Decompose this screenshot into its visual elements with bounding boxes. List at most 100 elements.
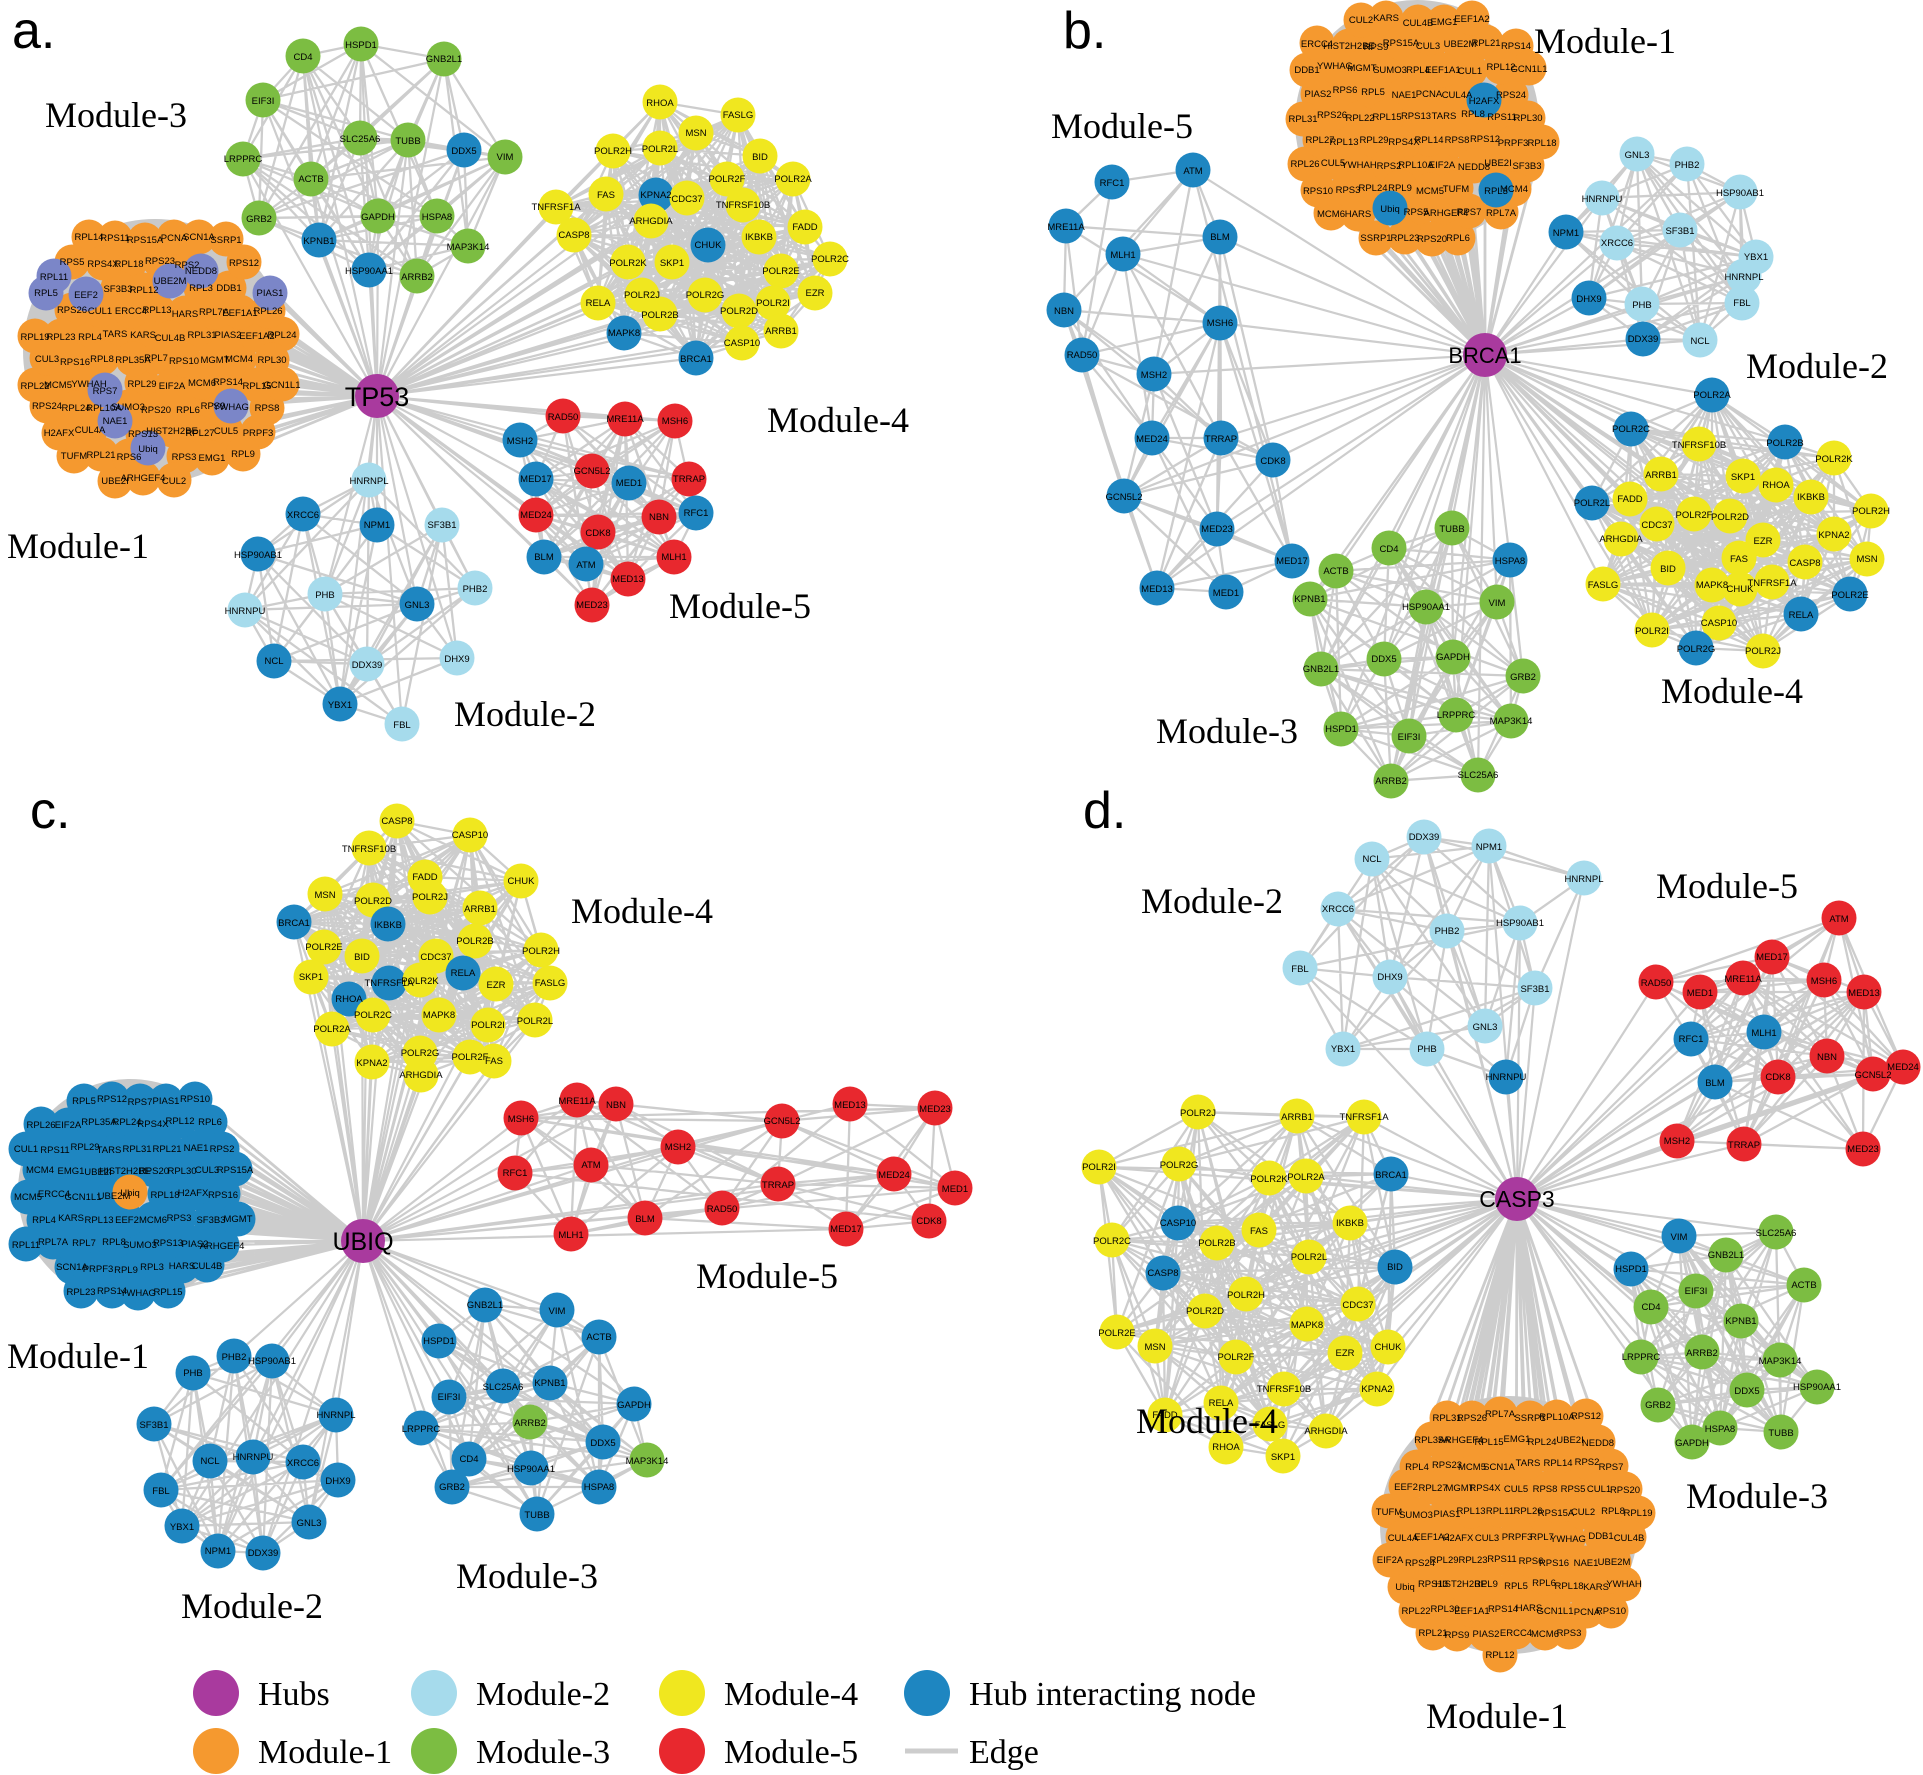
svg-text:DHX9: DHX9 [444,654,469,665]
svg-text:Ubiq: Ubiq [120,1188,140,1199]
svg-text:RPS9: RPS9 [1364,42,1389,53]
svg-text:HNRNPU: HNRNPU [233,1452,274,1463]
svg-text:MCM5: MCM5 [1458,1462,1486,1473]
svg-text:XRCC6: XRCC6 [287,1458,319,1469]
svg-text:MED24: MED24 [520,510,552,521]
svg-text:RPL18: RPL18 [1527,138,1556,149]
svg-text:CUL3: CUL3 [1416,41,1440,52]
svg-text:POLR2L: POLR2L [642,144,678,155]
svg-text:CHUK: CHUK [1375,1342,1403,1353]
svg-text:CASP8: CASP8 [558,230,589,241]
svg-text:RPS15A: RPS15A [1383,38,1420,49]
svg-text:UBE2M: UBE2M [98,1191,131,1202]
svg-text:POLR2C: POLR2C [811,254,849,265]
svg-text:TNFRSF10B: TNFRSF10B [342,844,396,855]
svg-text:ATM: ATM [1829,914,1848,925]
svg-text:RPL8: RPL8 [90,354,114,365]
svg-text:POLR2D: POLR2D [720,306,758,317]
svg-text:TNFRSF1A: TNFRSF1A [531,202,581,213]
svg-text:CUL2: CUL2 [162,476,186,487]
svg-text:RPS5: RPS5 [60,257,85,268]
svg-text:Edge: Edge [969,1734,1039,1771]
svg-text:CUL4B: CUL4B [1403,18,1434,29]
svg-text:POLR2F: POLR2F [1218,1352,1255,1363]
svg-text:FASLG: FASLG [535,978,566,989]
svg-text:ARHGEF4: ARHGEF4 [1439,1435,1484,1446]
svg-text:GNL3: GNL3 [405,600,430,611]
svg-text:RPL8: RPL8 [102,1237,126,1248]
svg-text:RPL15: RPL15 [242,381,271,392]
svg-text:POLR2K: POLR2K [401,976,439,987]
svg-text:EEF1A1: EEF1A1 [222,308,257,319]
svg-text:DDX5: DDX5 [590,1438,615,1449]
svg-text:CDK8: CDK8 [585,528,610,539]
svg-text:RPS3: RPS3 [167,1213,192,1224]
svg-text:POLR2C: POLR2C [354,1010,392,1021]
svg-text:Module-4: Module-4 [1136,1401,1278,1441]
svg-text:MED24: MED24 [1887,1062,1919,1073]
svg-text:GAPDH: GAPDH [1675,1438,1709,1449]
svg-text:HNRNPL: HNRNPL [349,476,388,487]
svg-text:POLR2G: POLR2G [1677,644,1716,655]
svg-text:SSRP1: SSRP1 [1360,233,1391,244]
svg-text:RPS6: RPS6 [1519,1556,1544,1567]
svg-text:CDC37: CDC37 [671,194,702,205]
svg-text:YBX1: YBX1 [170,1522,194,1533]
svg-text:PIAS1: PIAS1 [153,1096,180,1107]
svg-text:RPL5: RPL5 [1361,87,1385,98]
svg-text:RPS8: RPS8 [1445,135,1470,146]
svg-text:Module-3: Module-3 [45,95,187,135]
svg-text:CD4: CD4 [1379,544,1398,555]
svg-text:SCN1A: SCN1A [1483,1462,1515,1473]
svg-text:MSH6: MSH6 [508,1114,534,1125]
svg-text:RPS23: RPS23 [145,256,175,267]
svg-text:HSP90AA1: HSP90AA1 [507,1464,555,1475]
svg-text:EEF1A1: EEF1A1 [1425,65,1460,76]
svg-text:RPL11: RPL11 [1486,1506,1514,1517]
svg-text:RPS9: RPS9 [1445,1630,1470,1641]
svg-text:GAPDH: GAPDH [361,212,395,223]
svg-text:TUFM: TUFM [61,451,87,462]
svg-text:RPL13: RPL13 [84,1215,113,1226]
svg-text:ARHGDIA: ARHGDIA [1304,1426,1348,1437]
svg-text:ARRB1: ARRB1 [1645,470,1677,481]
svg-text:CUL1: CUL1 [88,306,112,317]
svg-text:NEDD8: NEDD8 [1458,162,1490,173]
svg-text:ARHGEF4: ARHGEF4 [121,473,166,484]
svg-text:GNB2L1: GNB2L1 [426,54,462,65]
svg-text:Module-2: Module-2 [1141,881,1283,921]
svg-text:RPL30: RPL30 [167,1166,196,1177]
svg-text:GCN5L2: GCN5L2 [764,1116,801,1127]
svg-text:RPL35A: RPL35A [1414,1435,1450,1446]
svg-text:POLR2I: POLR2I [471,1020,505,1031]
svg-text:GRB2: GRB2 [246,214,272,225]
svg-text:TNFRSF10B: TNFRSF10B [1672,440,1726,451]
svg-text:MAPK8: MAPK8 [1291,1320,1323,1331]
svg-text:MRE11A: MRE11A [606,414,644,425]
svg-text:DHX9: DHX9 [325,1476,350,1487]
svg-text:CUL4B: CUL4B [155,333,186,344]
svg-text:FASLG: FASLG [723,110,754,121]
svg-text:CUL1: CUL1 [1458,66,1482,77]
svg-text:RPL31: RPL31 [1432,1413,1461,1424]
svg-text:Module-3: Module-3 [1156,711,1298,751]
svg-text:RPL22: RPL22 [1345,113,1374,124]
svg-text:DHX9: DHX9 [1377,972,1402,983]
svg-text:GNB2L1: GNB2L1 [467,1300,503,1311]
svg-text:MCM5: MCM5 [44,380,72,391]
svg-text:RPL13: RPL13 [1329,137,1358,148]
svg-text:XRCC6: XRCC6 [287,510,319,521]
svg-text:RPL6: RPL6 [198,1117,222,1128]
svg-text:RPL12: RPL12 [129,285,158,296]
svg-text:POLR2K: POLR2K [609,258,647,269]
svg-text:XRCC6: XRCC6 [1322,904,1354,915]
svg-text:MED17: MED17 [1276,556,1308,567]
svg-text:Module-3: Module-3 [1686,1476,1828,1516]
svg-text:SCN1A: SCN1A [183,232,215,243]
svg-text:PIAS1: PIAS1 [257,288,284,299]
svg-text:RPL27: RPL27 [185,428,214,439]
svg-text:CUL2: CUL2 [1571,1507,1595,1518]
svg-text:RPS2: RPS2 [175,260,200,271]
svg-text:PHB: PHB [1417,1044,1437,1055]
svg-text:POLR2K: POLR2K [1250,1174,1288,1185]
